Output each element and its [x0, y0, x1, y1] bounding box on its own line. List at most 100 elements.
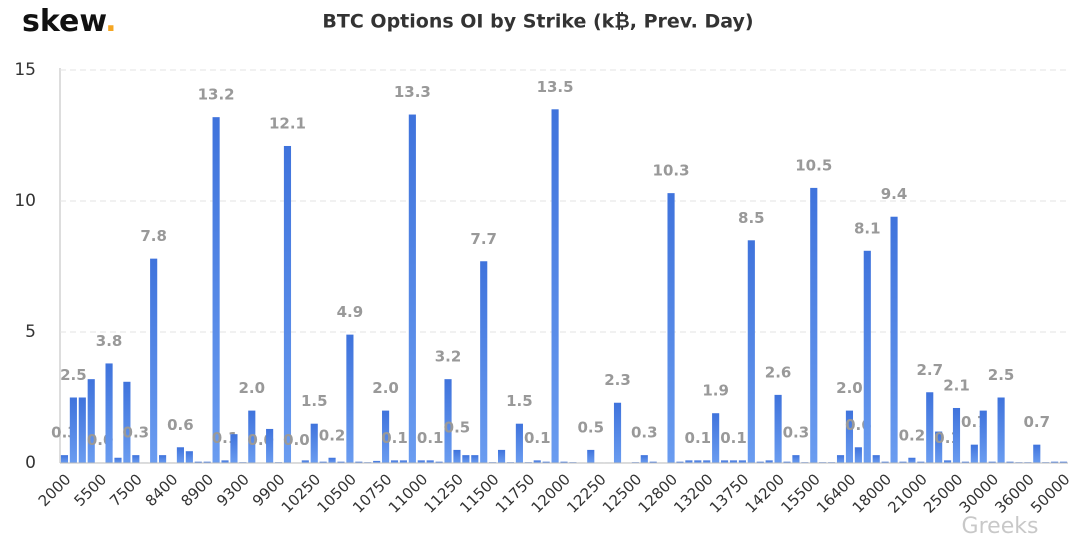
- bar: [230, 434, 238, 463]
- bar: [159, 455, 167, 463]
- bar: [105, 363, 113, 463]
- bar: [123, 381, 131, 463]
- y-tick-label: 10: [14, 191, 36, 211]
- bar: [720, 460, 729, 463]
- bar: [756, 461, 764, 463]
- bar: [87, 379, 95, 463]
- bar: [462, 455, 470, 463]
- bar: [203, 461, 211, 463]
- bar: [997, 397, 1005, 463]
- bar: [890, 216, 898, 463]
- data-label: 1.9: [702, 382, 729, 400]
- bar: [221, 460, 229, 463]
- data-label: 2.5: [988, 366, 1015, 384]
- data-label: 0.3: [631, 424, 658, 442]
- data-label: 0.1: [720, 429, 747, 447]
- bar: [382, 410, 390, 463]
- bar: [132, 455, 140, 463]
- bar: [712, 413, 720, 463]
- bar: [480, 261, 488, 463]
- bar: [926, 392, 934, 463]
- bar: [640, 455, 648, 463]
- bar: [551, 109, 559, 464]
- x-tick-label: 36000: [991, 470, 1037, 516]
- bar: [738, 460, 746, 463]
- bar: [444, 379, 452, 463]
- chart-title: BTC Options OI by Strike (k₿, Prev. Day): [322, 11, 753, 33]
- bar: [248, 410, 256, 463]
- data-label: 0.7: [1023, 413, 1050, 431]
- bar: [150, 258, 158, 463]
- bar: [497, 449, 506, 463]
- data-label: 2.6: [765, 363, 792, 381]
- bar: [355, 461, 363, 463]
- bar: [899, 461, 907, 463]
- data-label: 0.2: [319, 426, 346, 444]
- bar: [212, 117, 220, 463]
- bar: [319, 461, 327, 463]
- bar: [854, 447, 862, 463]
- bar: [845, 410, 854, 463]
- x-tick-label: 16400: [813, 470, 859, 516]
- bar: [542, 461, 550, 463]
- data-label: 0.1: [524, 429, 551, 447]
- x-tick-label: 5500: [70, 470, 110, 510]
- bar: [533, 460, 541, 463]
- data-label: 7.8: [140, 227, 167, 245]
- data-label: 3.8: [96, 332, 123, 350]
- data-label: 0.1: [417, 429, 444, 447]
- bar: [471, 455, 479, 463]
- watermark: Greeks: [962, 514, 1039, 539]
- brand-dot: .: [105, 4, 116, 39]
- data-label: 0.6: [167, 416, 194, 434]
- x-tick-label: 9300: [213, 470, 253, 510]
- x-tick-label: 12250: [563, 470, 609, 516]
- bar: [676, 461, 684, 463]
- bar: [310, 423, 318, 463]
- x-tick-label: 13200: [670, 470, 716, 516]
- data-label: 8.5: [738, 209, 765, 227]
- bar: [917, 461, 925, 463]
- data-label: 0.5: [444, 418, 471, 436]
- data-label: 0.3: [123, 424, 150, 442]
- bar: [935, 431, 943, 463]
- bar: [301, 460, 309, 463]
- bar: [390, 460, 399, 463]
- x-tick-label: 11750: [492, 470, 538, 516]
- bar: [176, 447, 184, 463]
- data-label: 0.1: [381, 429, 408, 447]
- x-tick-label: 14200: [742, 470, 788, 516]
- data-label: 10.5: [795, 156, 832, 174]
- x-tick-label: 12500: [599, 470, 645, 516]
- bar: [881, 461, 889, 463]
- x-tick-label: 8900: [177, 470, 217, 510]
- x-tick-label: 7500: [106, 470, 146, 510]
- bar: [283, 145, 292, 464]
- x-tick-label: 10500: [313, 470, 359, 516]
- x-tick-label: 25000: [920, 470, 966, 516]
- data-label: 1.5: [301, 392, 328, 410]
- bar: [194, 461, 202, 463]
- bar: [792, 455, 800, 463]
- bar: [1033, 444, 1041, 463]
- y-tick-label: 15: [14, 60, 36, 80]
- data-label: 9.4: [881, 185, 908, 203]
- bar: [988, 461, 996, 463]
- bar: [694, 460, 702, 463]
- bar: [863, 250, 871, 463]
- x-tick-label: 18000: [849, 470, 895, 516]
- bar: [908, 457, 916, 463]
- bar: [952, 407, 961, 463]
- bar: [944, 460, 952, 463]
- bar: [346, 334, 354, 463]
- data-label: 7.7: [470, 230, 497, 248]
- bar: [783, 461, 791, 463]
- bar: [266, 428, 274, 463]
- bar: [613, 402, 622, 463]
- bar: [399, 460, 408, 463]
- x-tick-label: 50000: [1027, 470, 1073, 516]
- bar: [426, 460, 434, 463]
- data-label: 10.3: [653, 162, 690, 180]
- bar: [1006, 461, 1014, 463]
- x-tick-label: 13750: [706, 470, 752, 516]
